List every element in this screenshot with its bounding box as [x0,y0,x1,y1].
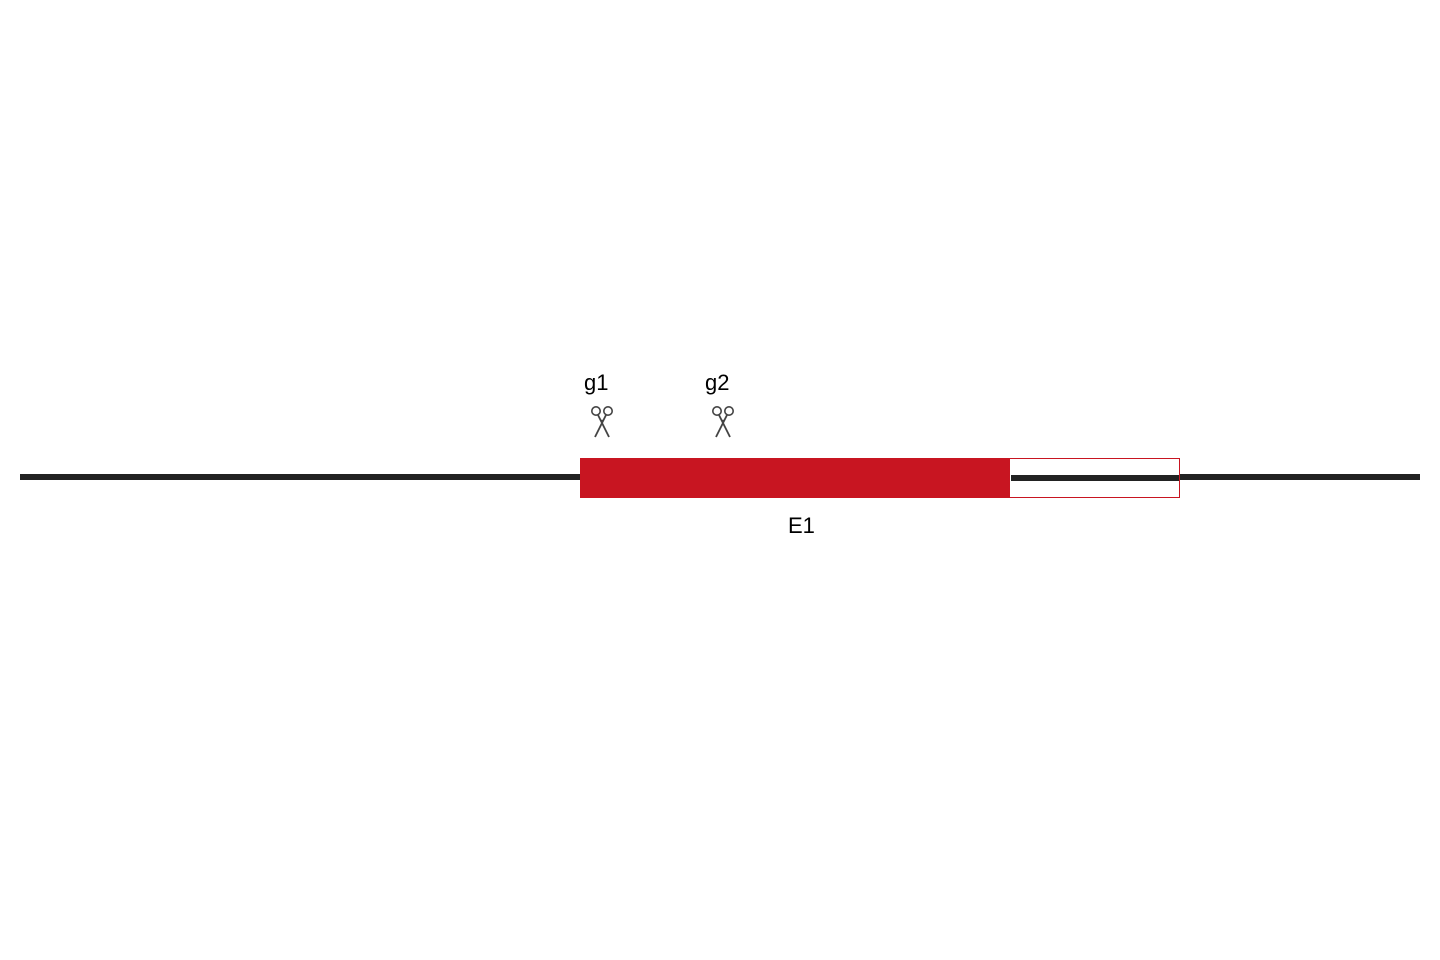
genome-line-left [20,474,580,480]
exon-label-e1: E1 [788,513,815,539]
exon-filled-region [580,458,1010,498]
genome-line-right [1180,474,1420,480]
genome-line-through-exon [1011,475,1179,481]
guide-label-g2: g2 [705,370,729,396]
scissors-icon-g2 [710,405,736,444]
guide-label-g1: g1 [584,370,608,396]
gene-diagram: E1 g1 g2 [0,0,1440,960]
scissors-icon-g1 [589,405,615,444]
